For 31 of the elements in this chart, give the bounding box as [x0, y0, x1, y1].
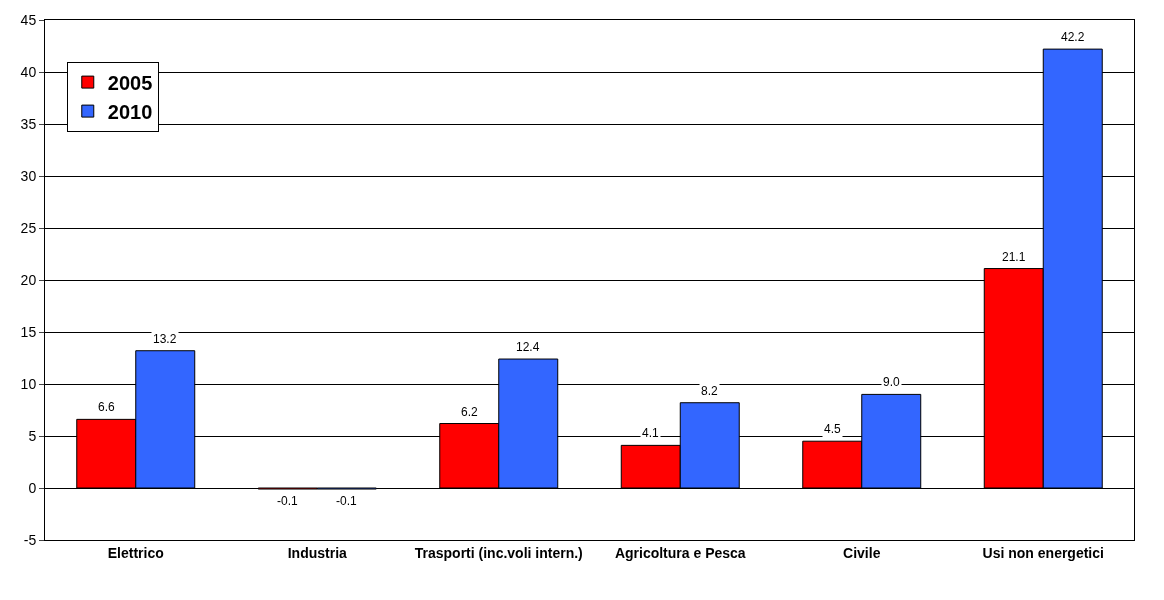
data-label: 42.2 — [1061, 30, 1085, 44]
y-tick-label: 20 — [20, 271, 37, 288]
y-tick-label: 35 — [20, 115, 37, 132]
data-label: 13.2 — [153, 332, 177, 346]
x-tick-label: Trasporti (inc.voli intern.) — [414, 544, 583, 561]
y-tick-label: 45 — [20, 11, 37, 28]
data-label: 9.0 — [883, 375, 901, 389]
data-label: 8.2 — [701, 384, 719, 398]
y-tick-label: -5 — [23, 531, 37, 548]
data-label: -0.1 — [277, 494, 298, 508]
x-tick-label: Elettrico — [107, 544, 164, 561]
legend-label: 2005 — [107, 71, 153, 94]
y-tick-label: 0 — [28, 479, 37, 496]
x-tick-label: Usi non energetici — [982, 544, 1104, 561]
legend-label: 2010 — [107, 100, 153, 123]
data-label: 12.4 — [516, 340, 540, 354]
data-label: 6.2 — [461, 405, 479, 419]
y-tick-label: 40 — [20, 63, 37, 80]
data-label: 21.1 — [1002, 250, 1026, 264]
x-tick-label: Agricoltura e Pesca — [614, 544, 746, 561]
data-label: -0.1 — [336, 494, 357, 508]
y-tick-label: 10 — [20, 375, 37, 392]
x-tick-label: Industria — [287, 544, 348, 561]
y-tick-label: 30 — [20, 167, 37, 184]
y-tick-label: 15 — [20, 323, 37, 340]
data-label: 4.1 — [642, 426, 660, 440]
data-label: 6.6 — [98, 400, 116, 414]
x-tick-label: Civile — [843, 544, 881, 561]
data-label: 4.5 — [824, 422, 842, 436]
y-tick-label: 5 — [28, 427, 37, 444]
y-tick-label: 25 — [20, 219, 37, 236]
